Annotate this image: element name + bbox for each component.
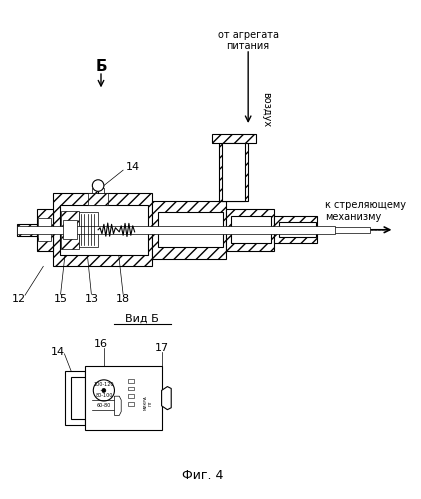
Text: 14: 14	[51, 347, 65, 357]
Circle shape	[102, 389, 106, 392]
Bar	[279, 222, 315, 238]
Bar	[88, 193, 108, 205]
Circle shape	[92, 180, 104, 191]
Text: 18: 18	[116, 294, 130, 304]
Polygon shape	[152, 201, 226, 258]
Polygon shape	[115, 396, 121, 416]
Bar	[231, 216, 271, 243]
Text: МИКРА
ПТ: МИКРА ПТ	[144, 396, 152, 410]
Bar	[128, 402, 134, 406]
Text: 17: 17	[155, 343, 169, 353]
Text: Вид Б: Вид Б	[125, 314, 159, 324]
Circle shape	[93, 380, 115, 401]
Polygon shape	[212, 134, 256, 143]
Text: 100-120: 100-120	[93, 382, 114, 387]
Bar	[158, 213, 223, 247]
Bar	[38, 218, 51, 242]
Polygon shape	[17, 224, 37, 236]
Bar	[63, 220, 77, 240]
Text: 60-80: 60-80	[97, 403, 111, 408]
Bar	[85, 366, 162, 430]
Text: 13: 13	[84, 294, 99, 304]
Bar	[128, 387, 134, 390]
Text: 15: 15	[53, 294, 68, 304]
Text: +: +	[99, 388, 105, 394]
Polygon shape	[219, 143, 248, 201]
Text: к стреляющему
механизму: к стреляющему механизму	[325, 201, 406, 222]
Polygon shape	[274, 216, 317, 243]
Bar	[65, 371, 85, 425]
Bar	[222, 143, 245, 201]
Text: Фиг. 4: Фиг. 4	[182, 469, 224, 482]
Polygon shape	[79, 213, 98, 247]
Bar	[128, 379, 134, 383]
Polygon shape	[53, 193, 152, 266]
Bar	[317, 227, 370, 233]
Polygon shape	[226, 209, 274, 251]
Text: воздух: воздух	[261, 92, 271, 127]
Text: 14: 14	[126, 162, 140, 172]
Bar	[60, 205, 148, 255]
Polygon shape	[162, 387, 171, 410]
Text: 12: 12	[12, 294, 26, 304]
Polygon shape	[61, 211, 79, 249]
Text: 80-100: 80-100	[95, 393, 112, 398]
Bar	[17, 226, 335, 234]
Polygon shape	[37, 209, 53, 251]
Text: от агрегата
питания: от агрегата питания	[218, 30, 279, 51]
Bar	[92, 189, 104, 193]
Text: 16: 16	[94, 339, 108, 349]
Text: Б: Б	[95, 59, 107, 74]
Bar	[71, 377, 85, 419]
Bar	[128, 394, 134, 398]
